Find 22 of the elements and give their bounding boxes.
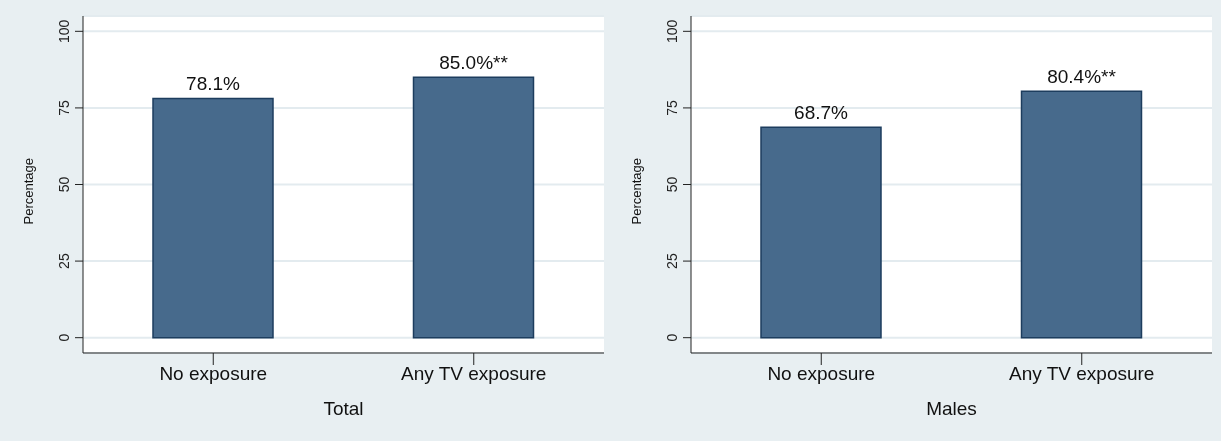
x-tick-label: No exposure	[159, 363, 268, 385]
y-tick-label: 25	[664, 253, 680, 269]
y-tick-label: 0	[56, 333, 72, 342]
data-label: 80.4%**	[1047, 66, 1117, 88]
x-tick-label: No exposure	[767, 363, 876, 385]
y-tick-label: 25	[56, 253, 72, 269]
y-axis-title: Percentage	[20, 158, 36, 225]
data-label: 78.1%	[186, 73, 241, 95]
x-tick-label: Any TV exposure	[1009, 363, 1155, 385]
y-tick-label: 50	[664, 176, 680, 193]
x-axis-title: Males	[926, 398, 977, 419]
y-axis-title: Percentage	[628, 158, 644, 225]
y-tick-label: 0	[664, 333, 680, 342]
y-tick-label: 50	[56, 176, 72, 193]
data-label: 68.7%	[794, 102, 849, 124]
y-tick-label: 75	[664, 99, 680, 116]
y-tick-label: 100	[664, 19, 680, 43]
x-tick-label: Any TV exposure	[401, 363, 547, 385]
y-tick-label: 100	[56, 19, 72, 43]
y-tick-label: 75	[56, 99, 72, 116]
data-label: 85.0%**	[439, 52, 509, 74]
x-axis-title: Total	[323, 398, 364, 419]
